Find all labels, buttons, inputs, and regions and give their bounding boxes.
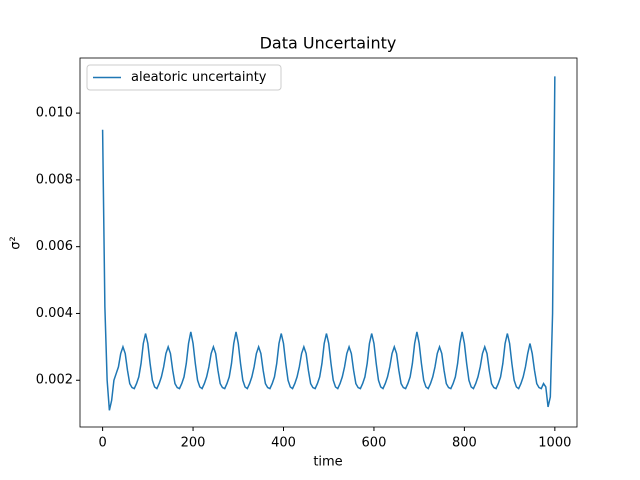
y-axis-label: σ² — [9, 236, 24, 249]
x-tick-label: 600 — [362, 436, 387, 451]
y-tick-label: 0.004 — [36, 306, 73, 321]
y-tick-label: 0.002 — [36, 373, 73, 388]
y-tick-label: 0.008 — [36, 172, 73, 187]
legend-label: aleatoric uncertainty — [131, 70, 267, 85]
x-tick-label: 200 — [181, 436, 206, 451]
y-tick-label: 0.010 — [36, 106, 73, 121]
legend-box — [86, 64, 282, 91]
x-tick-label: 1000 — [538, 436, 571, 451]
x-tick-label: 400 — [271, 436, 296, 451]
y-tick-label: 0.006 — [36, 239, 73, 254]
series-line — [101, 76, 556, 411]
x-axis-label: time — [313, 455, 342, 470]
x-tick-label: 0 — [98, 436, 106, 451]
chart-title: Data Uncertainty — [260, 34, 397, 53]
plot-frame — [79, 57, 578, 428]
x-tick-label: 800 — [452, 436, 477, 451]
